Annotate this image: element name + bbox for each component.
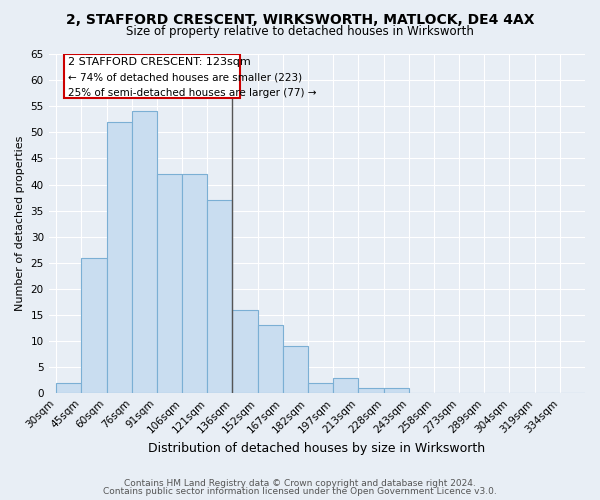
Text: Size of property relative to detached houses in Wirksworth: Size of property relative to detached ho… — [126, 25, 474, 38]
Bar — [333, 378, 358, 394]
Bar — [232, 310, 257, 394]
Text: Contains public sector information licensed under the Open Government Licence v3: Contains public sector information licen… — [103, 487, 497, 496]
Bar — [283, 346, 308, 394]
Text: Contains HM Land Registry data © Crown copyright and database right 2024.: Contains HM Land Registry data © Crown c… — [124, 478, 476, 488]
Bar — [358, 388, 383, 394]
Text: 2 STAFFORD CRESCENT: 123sqm: 2 STAFFORD CRESCENT: 123sqm — [68, 56, 250, 66]
Bar — [308, 383, 333, 394]
Bar — [107, 122, 132, 394]
Bar — [132, 112, 157, 394]
Bar — [82, 258, 107, 394]
Text: 2, STAFFORD CRESCENT, WIRKSWORTH, MATLOCK, DE4 4AX: 2, STAFFORD CRESCENT, WIRKSWORTH, MATLOC… — [66, 12, 534, 26]
Bar — [182, 174, 208, 394]
Text: ← 74% of detached houses are smaller (223): ← 74% of detached houses are smaller (22… — [68, 72, 302, 83]
X-axis label: Distribution of detached houses by size in Wirksworth: Distribution of detached houses by size … — [148, 442, 485, 455]
Bar — [208, 200, 232, 394]
Bar — [257, 326, 283, 394]
Bar — [56, 383, 82, 394]
Bar — [157, 174, 182, 394]
FancyBboxPatch shape — [64, 54, 240, 98]
Bar — [383, 388, 409, 394]
Text: 25% of semi-detached houses are larger (77) →: 25% of semi-detached houses are larger (… — [68, 88, 316, 98]
Y-axis label: Number of detached properties: Number of detached properties — [15, 136, 25, 312]
